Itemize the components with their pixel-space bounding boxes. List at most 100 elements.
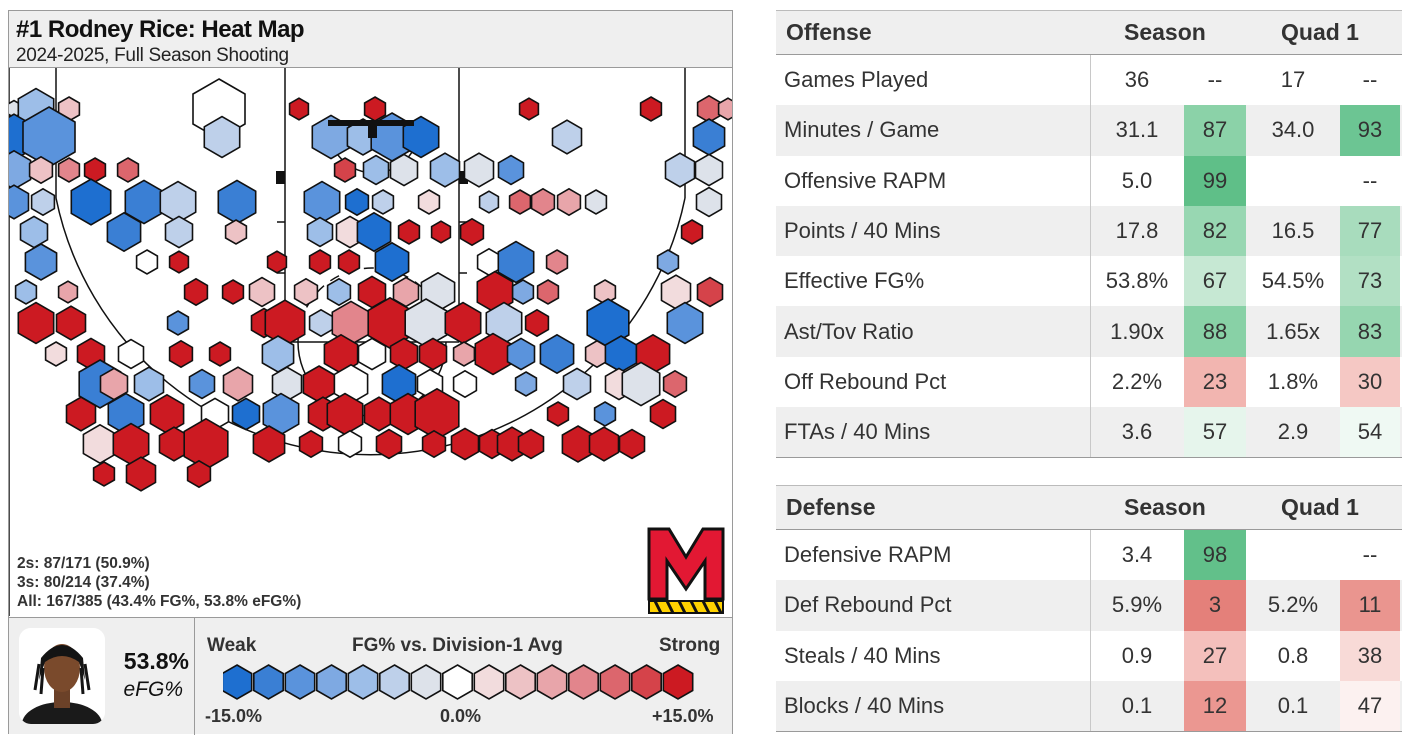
shot-hex [337,249,361,275]
shot-hex [17,301,55,345]
quad1-value: 34.0 [1271,117,1315,143]
offense-quad-header: Quad 1 [1281,19,1359,45]
rim-stem [368,126,377,138]
shot-hex [221,279,245,305]
legend-swatch [662,664,694,700]
quad1-percentile: 93 [1340,105,1400,156]
quad1-value: 16.5 [1271,218,1315,244]
table-row: Def Rebound Pct 5.9% 3 5.2% 11 [776,580,1402,631]
shot-hex [30,187,56,217]
legend-swatch [347,664,379,700]
stat-name: Blocks / 40 Mins [784,693,945,719]
efg-value: 53.8% [123,648,189,674]
defense-table: Defense Season Quad 1 Defensive RAPM 3.4 9… [776,485,1402,733]
player-headshot [19,628,105,724]
shot-hex [692,118,726,156]
quad1-percentile: 83 [1340,306,1400,357]
shot-hex [298,429,324,459]
shot-hex [9,149,32,191]
shot-hex [459,217,485,247]
season-value: 0.9 [1121,642,1153,668]
table-row: Games Played 36 -- 17 -- [776,55,1402,106]
season-percentile: 98 [1184,530,1246,581]
shot-hex [308,308,334,338]
shot-hex [418,337,448,371]
shot-hex [374,241,410,283]
shot-hex [333,157,357,183]
quad1-value: 17 [1280,67,1306,93]
legend-title: FG% vs. Division-1 Avg [352,635,563,656]
shot-hex [588,426,620,462]
shot-hex [430,220,452,244]
stat-name: Effective FG% [784,268,925,294]
legend-swatch [252,664,285,700]
quad1-percentile: 73 [1340,256,1400,307]
table-row: Steals / 40 Mins 0.9 27 0.8 38 [776,630,1402,681]
shot-hex [397,219,421,245]
shot-hex [248,276,276,308]
offense-title: Offense [786,19,872,45]
offense-header: Offense Season Quad 1 [776,10,1402,55]
shot-hex [82,423,118,465]
column-divider [1090,205,1091,257]
legend-min-label: -15.0% [205,706,263,726]
shot-hexes [9,78,732,492]
shot-hex [717,97,732,121]
shot-hex [551,119,583,155]
stat-name: Offensive RAPM [784,167,947,193]
table-row: Minutes / Game 31.1 87 34.0 93 [776,105,1402,156]
table-row: Ast/Tov Ratio 1.90x 88 1.65x 83 [776,306,1402,357]
column-divider [1090,306,1091,357]
shot-hex [19,215,49,249]
quad1-value: 0.1 [1277,693,1309,719]
shot-hex [524,308,550,338]
block-mark-right [459,171,468,184]
season-percentile: 88 [1184,306,1246,357]
shot-hex [44,341,68,367]
season-percentile: 99 [1184,155,1246,206]
season-value: 2.2% [1111,368,1163,394]
legend-swatch [284,664,316,700]
shot-hex [9,184,30,220]
shot-hex [224,219,248,245]
stat-name: Points / 40 Mins [784,218,941,244]
shot-hex [293,277,319,307]
table-row: Points / 40 Mins 17.8 82 16.5 77 [776,205,1402,257]
season-percentile: 3 [1184,580,1246,631]
legend-swatch [630,664,663,700]
season-value: 3.6 [1121,419,1153,445]
legend-mid-label: 0.0% [440,706,482,726]
shot-hex [664,152,696,188]
shot-hex [133,366,165,402]
block-mark-left [276,171,285,184]
column-divider [1090,680,1091,732]
shot-hex [125,456,157,492]
quad1-value: 1.65x [1266,318,1320,344]
column-divider [1090,155,1091,206]
backboard [328,120,414,126]
shot-hex [506,337,536,371]
legend-swatch [567,664,600,700]
stat-name: Off Rebound Pct [784,368,947,394]
shot-hex [539,333,575,375]
shot-hex [326,277,352,307]
shot-hex [545,249,569,275]
shot-hex [106,211,142,253]
shot-hex [166,310,190,336]
shot-hex [288,97,310,121]
column-divider [1090,530,1091,581]
court-heat-map [9,68,732,616]
table-row: Defensive RAPM 3.4 98 -- [776,530,1402,581]
efg-label: eFG% [123,678,183,701]
season-percentile: 27 [1184,630,1246,681]
shot-hex [389,337,419,371]
shot-hex [363,396,395,432]
legend-swatch [316,664,347,700]
legend-swatch [599,664,631,700]
title-bar: #1 Rodney Rice: Heat Map 2024-2025, Full… [9,11,732,68]
shot-hex [680,219,704,245]
stat-name: Defensive RAPM [784,542,952,568]
shot-hex [266,250,288,274]
shot-hex [421,429,447,459]
shot-hex [478,190,500,214]
